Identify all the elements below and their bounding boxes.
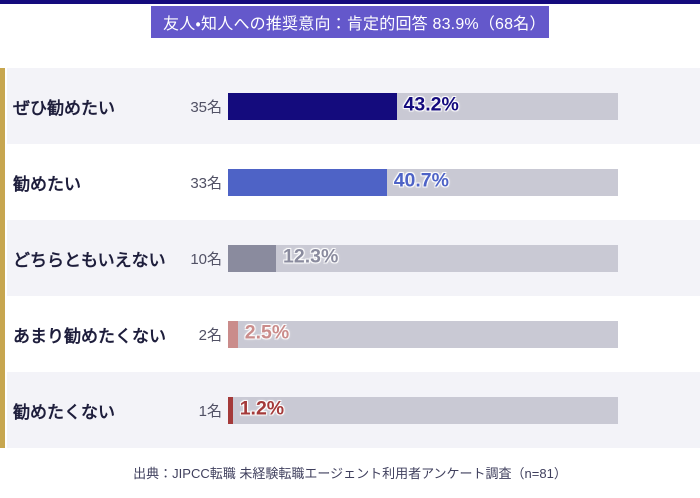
bar-track: 43.2%: [228, 92, 618, 120]
category-label: ぜひ勧めたい: [13, 98, 115, 118]
respondent-count: 35名: [190, 98, 222, 116]
title-banner: 友人・知人への推奨意向：肯定的回答 83.9%（68名）: [0, 6, 700, 38]
bar-track: 2.5%: [228, 320, 618, 348]
chart-row: 勧めたくない 1名 1.2%: [7, 372, 700, 448]
bar-fill: [228, 244, 276, 272]
bar-fill: [228, 92, 397, 120]
bar-fill: [228, 320, 238, 348]
respondent-count: 33名: [190, 174, 222, 192]
source-note: 出典：JIPCC転職 未経験転職エージェント利用者アンケート調査（n=81）: [133, 466, 567, 481]
value-label: 12.3%: [283, 245, 339, 268]
bar-track: 1.2%: [228, 396, 618, 424]
bar-fill: [228, 168, 387, 196]
chart-row: あまり勧めたくない 2名 2.5%: [7, 296, 700, 372]
top-border-strip: [0, 0, 700, 4]
bar-fill: [228, 396, 233, 424]
respondent-count: 10名: [190, 250, 222, 268]
chart-row: どちらともいえない 10名 12.3%: [7, 220, 700, 296]
respondent-count: 1名: [198, 402, 222, 420]
category-label: あまり勧めたくない: [13, 326, 166, 346]
chart-rows: ぜひ勧めたい 35名 43.2% 勧めたい 33名 40.7% どちらともいえない 10名 12…: [7, 68, 700, 448]
bar-chart: ぜひ勧めたい 35名 43.2% 勧めたい 33名 40.7% どちらともいえない 10名 12…: [0, 68, 700, 448]
bar-track: 12.3%: [228, 244, 618, 272]
chart-row: 勧めたい 33名 40.7%: [7, 144, 700, 220]
chart-title: 友人・知人への推奨意向：肯定的回答 83.9%（68名）: [151, 6, 549, 38]
value-label: 2.5%: [244, 321, 290, 344]
respondent-count: 2名: [198, 326, 222, 344]
value-label: 40.7%: [393, 169, 449, 192]
category-label: 勧めたくない: [13, 402, 115, 422]
left-accent-bar: [0, 68, 5, 448]
chart-row: ぜひ勧めたい 35名 43.2%: [7, 68, 700, 144]
bar-track: 40.7%: [228, 168, 618, 196]
value-label: 43.2%: [403, 93, 459, 116]
category-label: 勧めたい: [13, 174, 81, 194]
category-label: どちらともいえない: [13, 250, 166, 270]
value-label: 1.2%: [239, 397, 285, 420]
